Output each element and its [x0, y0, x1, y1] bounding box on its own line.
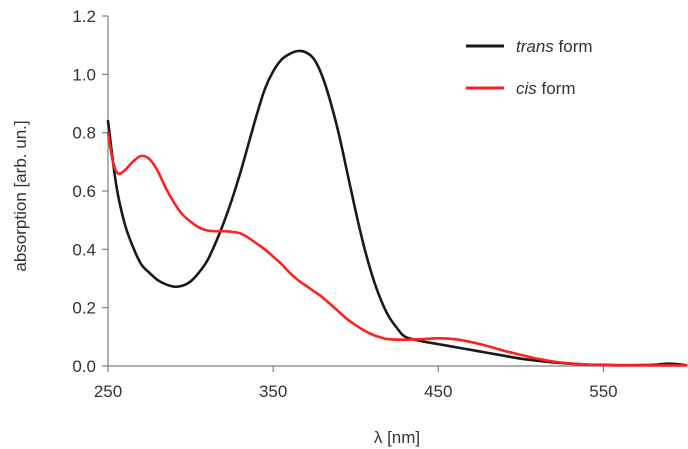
x-tick-label: 250: [94, 382, 122, 401]
y-tick-label: 0.6: [72, 182, 96, 201]
y-tick-label: 0.0: [72, 357, 96, 376]
series-layer: [106, 49, 688, 367]
x-tick-label: 550: [589, 382, 617, 401]
x-axis-title: λ [nm]: [374, 428, 420, 447]
x-axis-ticks: 250 350 450 550: [94, 366, 618, 401]
plot-area: [107, 16, 686, 367]
legend: trans form cis form: [466, 37, 593, 98]
y-tick-label: 1.2: [72, 7, 96, 26]
series-line-cis: [106, 131, 688, 367]
y-axis-ticks: 0.0 0.2 0.4 0.6 0.8 1.0 1.2: [72, 7, 108, 376]
y-tick-label: 0.2: [72, 299, 96, 318]
x-tick-label: 450: [424, 382, 452, 401]
y-tick-label: 0.8: [72, 124, 96, 143]
legend-label-trans: trans form: [516, 37, 593, 56]
y-axis-title: absorption [arb. un.]: [11, 120, 30, 271]
x-tick-label: 350: [259, 382, 287, 401]
y-tick-label: 1.0: [72, 65, 96, 84]
series-line-trans: [106, 49, 688, 367]
legend-label-cis: cis form: [516, 79, 576, 98]
y-tick-label: 0.4: [72, 240, 96, 259]
